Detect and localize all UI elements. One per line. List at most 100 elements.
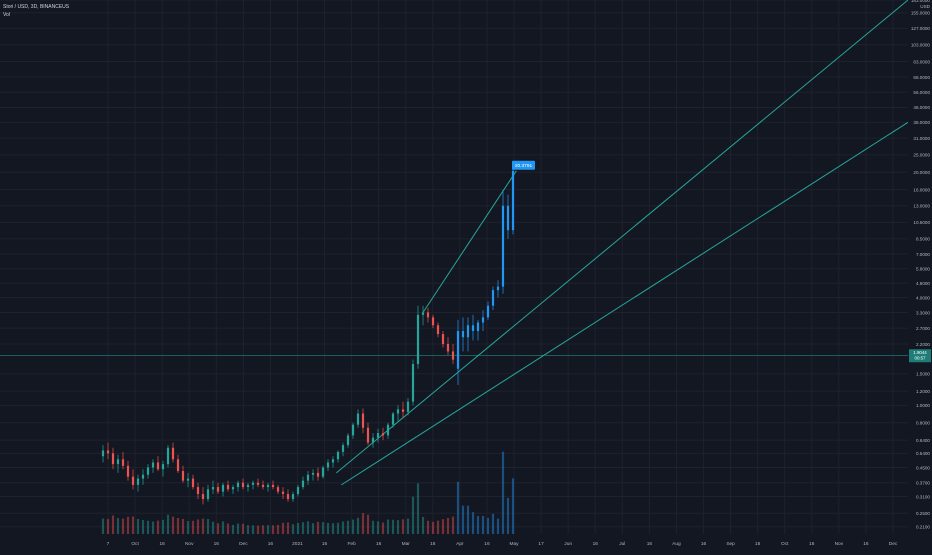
volume-bar <box>286 522 290 534</box>
volume-bar <box>396 520 400 534</box>
candle-body <box>276 487 280 492</box>
volume-bar <box>191 520 195 534</box>
volume-bar <box>201 518 205 534</box>
candle-body <box>306 474 310 481</box>
candle-body <box>236 482 240 488</box>
time-tick-label: Oct <box>781 541 789 547</box>
crosshair-time-label: 00:57 <box>915 356 927 361</box>
volume-bar <box>171 516 175 534</box>
candle-body <box>406 401 410 412</box>
crosshair-price-tag <box>909 349 931 363</box>
candle-body <box>171 447 175 460</box>
volume-bar <box>111 515 115 534</box>
candle-body <box>186 478 190 481</box>
candle-body <box>281 491 285 495</box>
volume-bar <box>466 505 470 534</box>
candle-body <box>151 462 155 468</box>
volume-bar <box>441 519 445 534</box>
volume-bar <box>206 519 210 534</box>
price-tick-label: 1.5000 <box>916 372 930 377</box>
time-tick-label: 16 <box>268 541 274 547</box>
price-tick-label: 0.3100 <box>916 494 930 499</box>
volume-bar <box>231 524 235 534</box>
volume-bar <box>226 523 230 534</box>
candle-body <box>476 322 480 332</box>
price-tick-label: 155.0000 <box>911 11 931 16</box>
volume-bar <box>241 523 245 534</box>
time-tick-label: 16 <box>701 541 707 547</box>
candle-body <box>401 409 405 412</box>
volume-bar <box>256 525 260 534</box>
price-tick-label: 0.8000 <box>916 421 930 426</box>
volume-bar <box>411 496 415 534</box>
candle-body <box>506 205 510 231</box>
trendline[interactable] <box>336 0 909 474</box>
trendlines[interactable] <box>336 0 909 486</box>
candle-body <box>231 487 235 490</box>
candle-body <box>336 451 340 460</box>
candle-body <box>361 413 365 428</box>
volume-bar <box>306 521 310 534</box>
last-price-label: 20.3791 <box>515 163 533 169</box>
price-tick-label: 0.2100 <box>916 525 930 530</box>
volume-bar <box>501 451 505 534</box>
candle-body <box>346 435 350 446</box>
candle-body <box>391 413 395 425</box>
currency-label: USD <box>920 4 930 9</box>
candle-body <box>416 314 420 365</box>
time-tick-label: Dec <box>889 541 898 547</box>
price-tick-label: 0.3700 <box>916 481 930 486</box>
candle-body <box>356 413 360 425</box>
volume-bar <box>156 520 160 534</box>
candle-body <box>431 317 435 326</box>
price-tick-label: 2.7000 <box>916 326 930 331</box>
candle-body <box>116 459 120 465</box>
volume-bar <box>351 519 355 534</box>
candle-body <box>291 494 295 500</box>
trendline[interactable] <box>341 121 909 486</box>
candle-body <box>371 437 375 443</box>
price-tick-label: 4.8000 <box>916 281 930 286</box>
candle-body <box>256 482 260 485</box>
candle-body <box>481 317 485 323</box>
volume-bar <box>426 520 430 534</box>
volume-bar <box>386 519 390 534</box>
candle-body <box>491 290 495 306</box>
candle-body <box>261 484 265 488</box>
volume-bar <box>451 516 455 534</box>
time-tick-label: May <box>510 541 520 547</box>
candle-body <box>191 478 195 488</box>
price-tick-label: 56.0000 <box>913 90 930 95</box>
crosshair-price-label: 1.9044 <box>913 350 927 355</box>
candle-body <box>101 450 105 457</box>
candle-body <box>421 312 425 315</box>
time-tick-label: 16 <box>647 541 653 547</box>
volume-bar <box>266 525 270 534</box>
candle-body <box>501 205 505 287</box>
price-tick-label: 0.2500 <box>916 511 930 516</box>
time-axis[interactable]: 7 Oct 16 Nov 16 Dec 16 2021 16 Feb 16 Mar 16 Apr 16 May… <box>0 536 932 550</box>
price-axis[interactable]: 183.0000 155.0000 127.0000 103.0000 83.0000 6… <box>908 0 932 550</box>
volume-bar <box>436 520 440 534</box>
volume-bar <box>491 513 495 534</box>
candle-body <box>246 484 250 488</box>
price-tick-label: 25.0000 <box>913 153 930 158</box>
price-tick-label: 103.0000 <box>911 43 931 48</box>
candle-body <box>286 494 290 500</box>
volume-bar <box>331 523 335 534</box>
price-tick-label: 3.3000 <box>916 310 930 315</box>
legend: Stori / USD, 3D, BINANCEUS Vol <box>3 3 69 19</box>
price-tick-label: 4.0000 <box>916 295 930 300</box>
volume-bar <box>211 521 215 534</box>
trendline[interactable] <box>422 170 517 313</box>
volume-bar <box>236 523 240 534</box>
volume-bar <box>106 519 110 534</box>
candle-body <box>111 453 115 465</box>
candle-body <box>126 465 130 477</box>
candle-body <box>511 170 515 231</box>
candle-body <box>181 471 185 481</box>
volume-bar <box>196 519 200 534</box>
price-tick-label: 5.8000 <box>916 266 930 271</box>
